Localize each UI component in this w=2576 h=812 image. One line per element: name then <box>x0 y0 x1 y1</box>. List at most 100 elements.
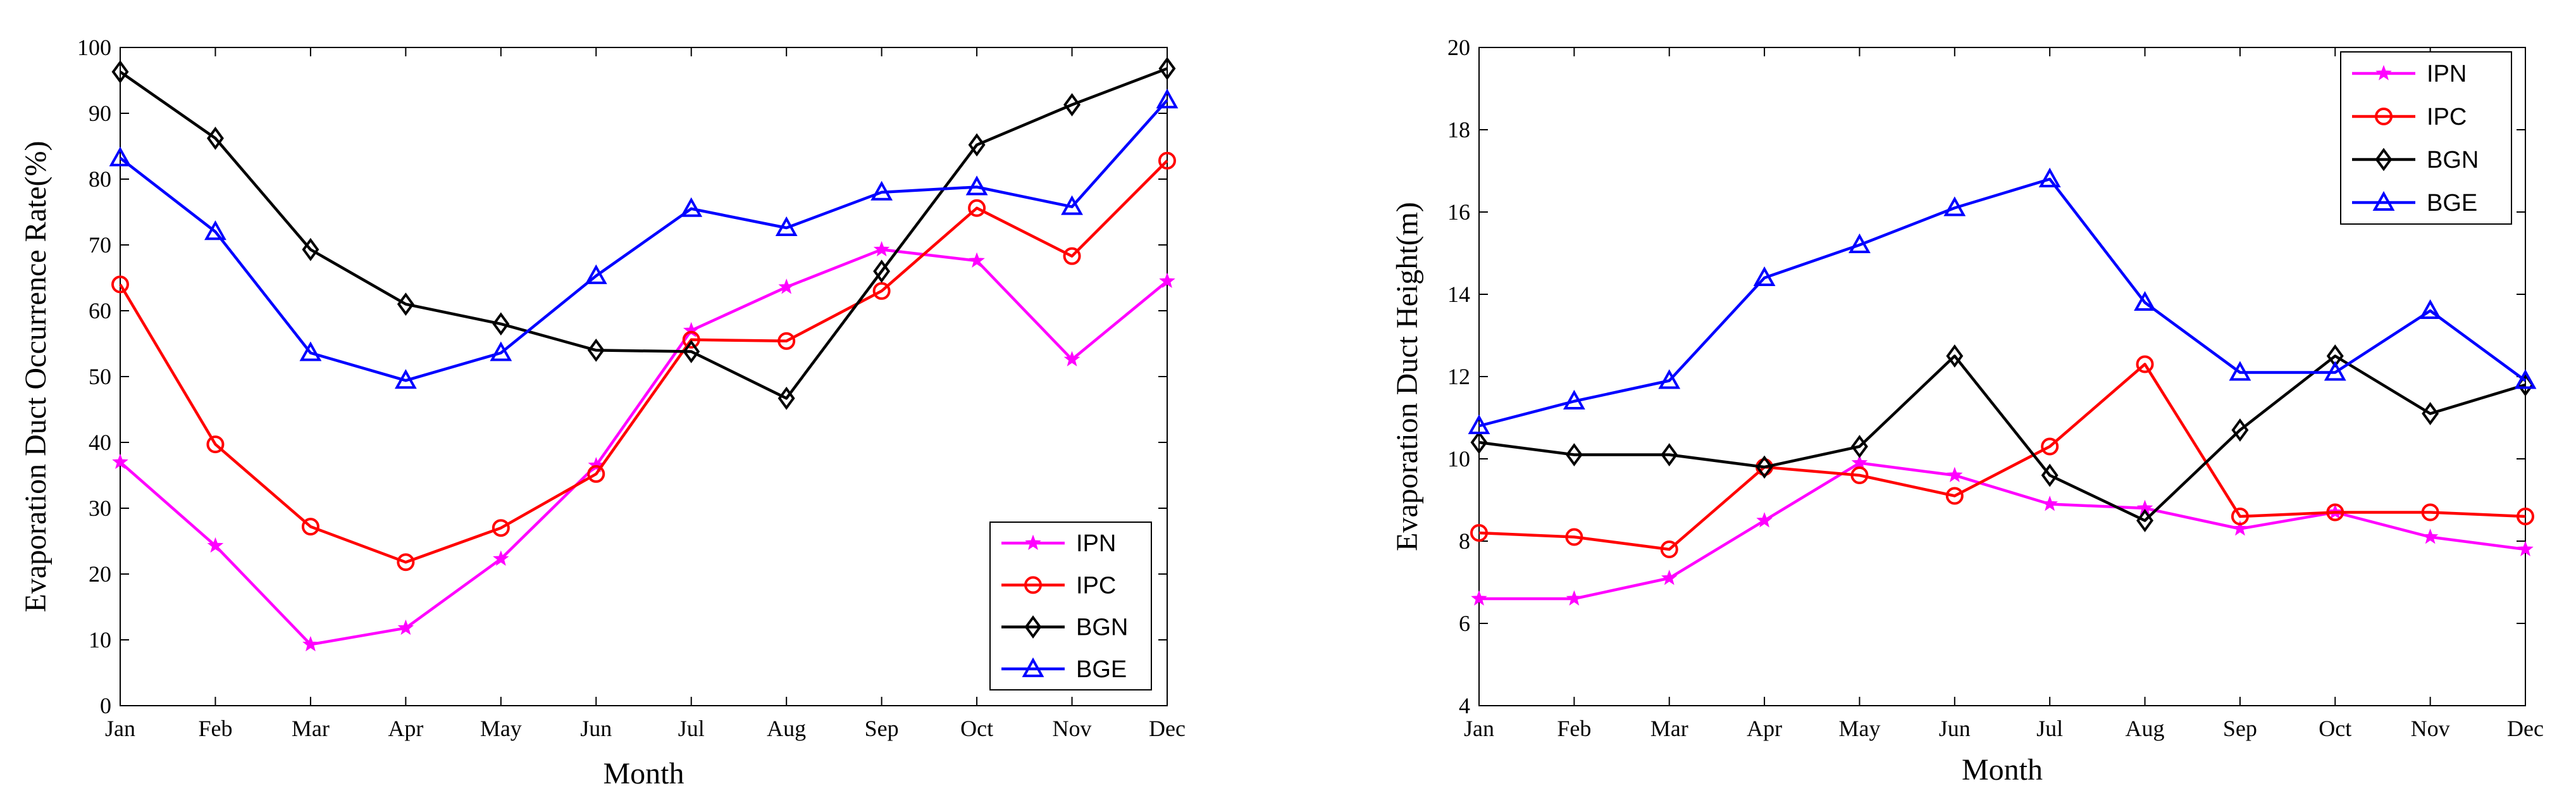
x-tick-label: Oct <box>2319 716 2351 741</box>
data-point-ipn <box>397 619 414 635</box>
data-point-ipc <box>2326 503 2344 522</box>
data-point-bge <box>965 175 988 196</box>
y-tick-label: 18 <box>1447 117 1470 142</box>
legend-box <box>989 522 1152 690</box>
data-point-ipn <box>1661 570 1678 585</box>
legend-label-bge: BGE <box>2427 190 2477 216</box>
data-point-bgn <box>206 127 224 150</box>
data-point-bge <box>2324 361 2346 381</box>
x-tick-label: Jan <box>105 716 135 741</box>
series-line-ipn <box>1479 461 2526 601</box>
data-point-ipc <box>1158 151 1176 170</box>
series-line-bgn <box>1478 354 2526 522</box>
data-point-bge <box>2419 299 2442 319</box>
x-tick-label: Jul <box>2036 716 2063 741</box>
x-tick-label: Oct <box>960 716 993 741</box>
data-point-bgn <box>492 312 510 336</box>
x-tick-label: Jun <box>580 716 612 741</box>
data-point-bge <box>2514 369 2537 389</box>
y-tick-label: 90 <box>89 101 111 126</box>
data-point-bge <box>490 341 512 361</box>
data-point-ipn <box>1063 351 1081 366</box>
data-point-bgn <box>777 386 795 410</box>
y-tick-label: 12 <box>1447 364 1470 389</box>
data-point-ipn <box>2041 496 2058 511</box>
data-point-bge <box>2134 290 2156 311</box>
legend-marker-ipc <box>1024 576 1042 594</box>
data-point-ipn <box>1947 466 1963 482</box>
y-tick-label: 10 <box>1447 446 1470 472</box>
data-point-ipn <box>207 537 224 553</box>
data-point-ipn <box>2517 540 2534 556</box>
y-tick-label: 40 <box>89 430 111 455</box>
x-tick-label: May <box>480 716 522 741</box>
data-point-bge <box>775 216 798 236</box>
y-tick-label: 20 <box>89 561 111 587</box>
data-point-bgn <box>587 339 605 362</box>
data-point-bgn <box>2422 402 2439 425</box>
x-tick-label: Dec <box>1149 716 1186 741</box>
data-point-bge <box>1848 233 1871 253</box>
legend-marker-ipc <box>2375 108 2393 125</box>
legend-marker-bgn <box>2375 147 2393 172</box>
data-point-bgn <box>1158 56 1176 80</box>
data-point-bgn <box>302 237 319 261</box>
series-line-ipc <box>119 159 1168 564</box>
data-point-ipc <box>2041 437 2059 456</box>
legend-box <box>2340 51 2512 225</box>
data-point-ipn <box>588 456 605 473</box>
x-tick-label: Apr <box>1747 716 1782 741</box>
series-line-ipc <box>1478 363 2526 551</box>
data-point-ipn <box>112 453 128 470</box>
data-point-ipn <box>1471 590 1487 606</box>
data-point-ipn <box>302 635 319 652</box>
data-point-bgn <box>1661 443 1678 466</box>
y-tick-label: 70 <box>89 232 111 258</box>
data-point-ipc <box>682 330 700 349</box>
data-point-bgn <box>683 340 700 363</box>
data-point-ipc <box>2517 508 2534 525</box>
legend-label-bge: BGE <box>1076 656 1127 683</box>
data-point-bge <box>204 220 226 240</box>
y-tick-label: 8 <box>1459 528 1470 554</box>
x-tick-label: Aug <box>2126 716 2165 741</box>
y-tick-label: 80 <box>89 166 111 192</box>
series-line-bgn <box>119 67 1168 400</box>
data-point-bgn <box>1946 344 1964 368</box>
x-tick-label: Feb <box>1557 716 1591 741</box>
data-point-ipc <box>111 275 129 294</box>
data-point-bge <box>870 180 893 201</box>
y-tick-label: 30 <box>89 496 111 521</box>
data-point-bge <box>1753 266 1776 286</box>
data-point-bge <box>680 197 703 217</box>
data-point-bgn <box>1470 430 1488 454</box>
legend-label-ipn: IPN <box>2427 61 2467 87</box>
x-tick-label: Nov <box>1053 716 1092 741</box>
data-point-bge <box>1943 196 1966 216</box>
data-point-bgn <box>1850 435 1868 458</box>
series-line-bge <box>119 99 1168 382</box>
x-tick-label: Feb <box>198 716 232 741</box>
data-point-ipc <box>2136 355 2154 373</box>
data-point-bge <box>299 341 322 361</box>
x-tick-label: Sep <box>2223 716 2257 741</box>
data-point-ipc <box>872 282 891 300</box>
data-point-ipc <box>301 518 319 536</box>
data-point-ipn <box>683 322 700 338</box>
series-line-bge <box>1478 177 2527 428</box>
data-point-ipn <box>2422 528 2439 544</box>
chart-duct-height: 4 6 8 10 12 14 16 18 20 Jan Feb Mar Apr May Jun Jul Aug S… <box>1390 35 2544 787</box>
data-point-bge <box>1658 369 1681 389</box>
x-tick-label: Jun <box>1939 716 1971 741</box>
legend-marker-bgn <box>1024 615 1042 639</box>
data-point-ipc <box>1945 487 1964 505</box>
data-point-ipn <box>493 550 509 566</box>
legend-marker-bge <box>1022 657 1044 677</box>
data-point-bgn <box>2136 509 2154 532</box>
data-point-ipc <box>2231 508 2249 525</box>
data-point-ipc <box>587 465 605 483</box>
data-point-bgn <box>873 259 891 283</box>
data-point-bge <box>1468 414 1490 434</box>
data-point-bgn <box>1756 455 1773 479</box>
